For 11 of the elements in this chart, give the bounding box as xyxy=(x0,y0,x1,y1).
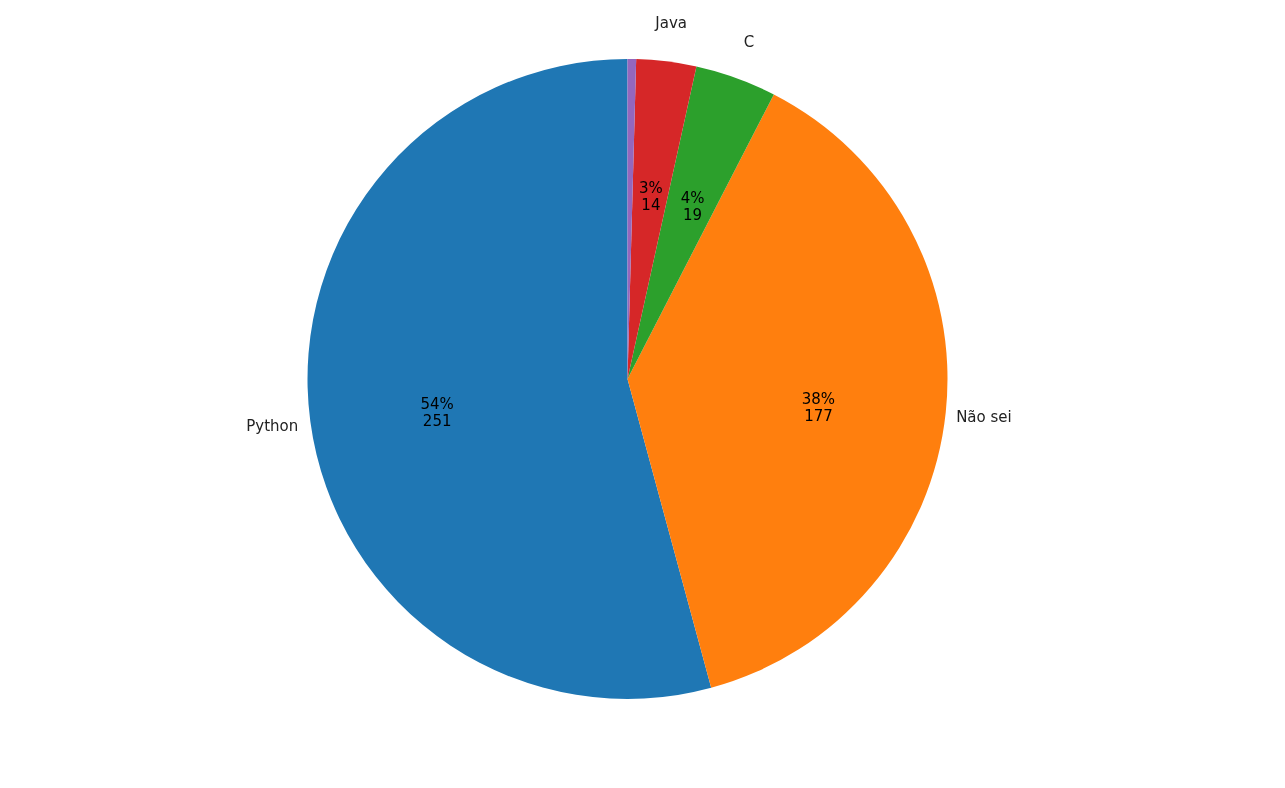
data-label: 54% 251 xyxy=(420,395,454,431)
slice-label: C xyxy=(743,32,755,51)
data-label: 4% 19 xyxy=(680,189,705,225)
pie-slice xyxy=(627,94,948,688)
slice-label: Java xyxy=(654,14,688,33)
slice-label: Python xyxy=(246,417,299,436)
pie-slice xyxy=(308,59,712,699)
data-label: 3% 14 xyxy=(638,179,663,215)
data-label: 38% 177 xyxy=(801,390,836,426)
slice-label: Não sei xyxy=(956,407,1012,426)
pie-slice xyxy=(627,66,774,379)
